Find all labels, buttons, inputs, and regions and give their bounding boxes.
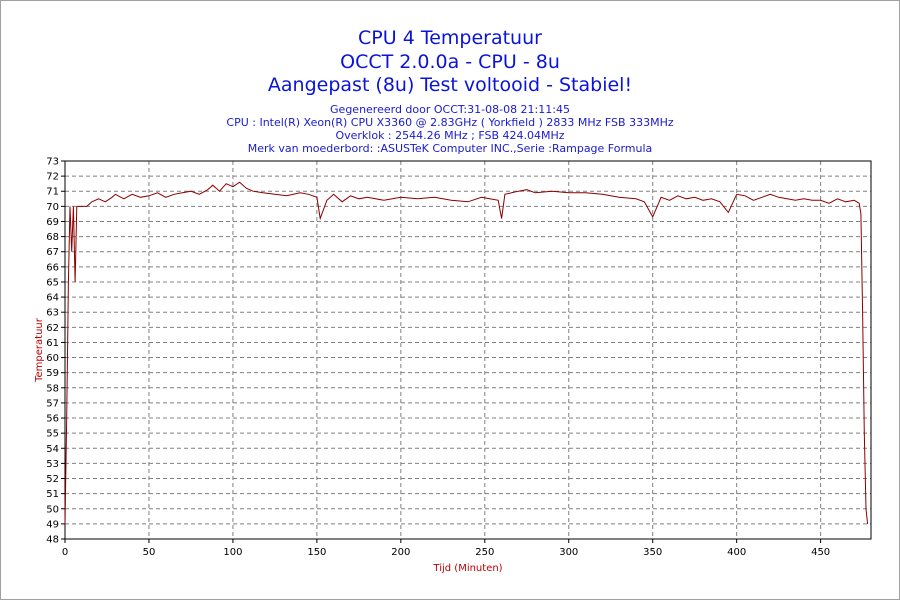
x-tick-label: 450 [811,547,830,558]
y-tick-label: 60 [46,353,59,364]
x-tick-label: 100 [223,547,242,558]
y-tick-label: 58 [46,383,59,394]
chart-title: CPU 4 Temperatuur [358,27,542,49]
info-cpu: CPU : Intel(R) Xeon(R) CPU X3360 @ 2.83G… [226,116,674,129]
y-tick-label: 57 [46,398,59,409]
temperature-series-line [64,181,869,524]
y-tick-label: 54 [46,444,59,455]
y-tick-label: 67 [46,247,59,258]
x-tick-label: 400 [727,547,746,558]
y-tick-label: 53 [46,459,59,470]
y-tick-label: 62 [46,323,59,334]
y-tick-label: 65 [46,277,59,288]
y-tick-label: 70 [46,202,59,213]
y-tick-label: 63 [46,308,59,319]
y-tick-label: 72 [46,172,59,183]
x-tick-label: 200 [391,547,410,558]
x-tick-label: 150 [307,547,326,558]
y-tick-label: 51 [46,489,59,500]
y-tick-label: 66 [46,262,59,273]
info-motherboard: Merk van moederbord: :ASUSTeK Computer I… [247,142,653,155]
x-tick-label: 350 [643,547,662,558]
x-tick-label: 250 [475,547,494,558]
y-tick-label: 61 [46,338,59,349]
x-axis-label: Tijd (Minuten) [432,563,502,574]
y-axis-ticks: 48 49 50 51 52 53 54 55 56 57 58 59 60 61 62 63 64 65 66 67… [46,157,65,546]
x-axis-ticks: 0 50 100 150 200 250 300 350 400 450 [62,539,830,558]
y-tick-label: 49 [46,519,59,530]
y-tick-label: 52 [46,474,59,485]
info-generated: Gegenereerd door OCCT:31-08-08 21:11:45 [330,103,570,116]
y-tick-label: 50 [46,504,59,515]
y-tick-label: 68 [46,232,59,243]
y-tick-label: 64 [46,293,59,304]
y-tick-label: 73 [46,157,59,168]
chart-status: Aangepast (8u) Test voltooid - Stabiel! [267,74,633,96]
y-tick-label: 56 [46,414,59,425]
chart-subtitle: OCCT 2.0.0a - CPU - 8u [340,51,560,73]
plot-area-border [64,160,872,540]
y-tick-label: 48 [46,535,59,546]
x-tick-label: 300 [559,547,578,558]
y-tick-label: 71 [46,187,59,198]
x-tick-label: 50 [143,547,156,558]
y-tick-label: 55 [46,429,59,440]
x-tick-label: 0 [62,547,68,558]
y-tick-label: 59 [46,368,59,379]
grid [65,160,871,540]
y-axis-label: Temperatuur [34,317,45,383]
info-overclock: Overklok : 2544.26 MHz ; FSB 424.04MHz [335,129,565,142]
y-tick-label: 69 [46,217,59,228]
